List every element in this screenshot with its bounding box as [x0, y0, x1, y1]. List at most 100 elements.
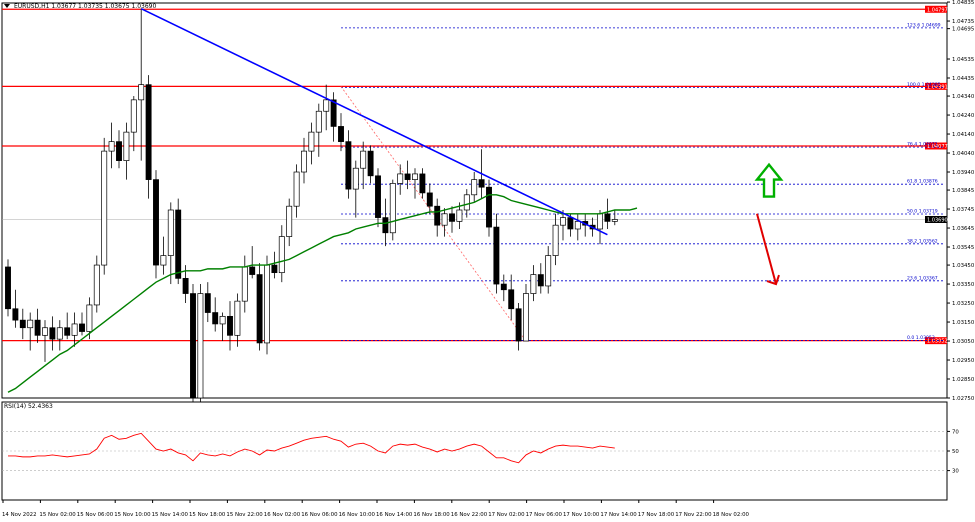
fibonacci-level-label: 0.0 1.03053 — [907, 335, 935, 341]
candle-body — [79, 323, 85, 332]
price-tick-label: 1.03545 — [952, 245, 974, 251]
candle-body — [145, 84, 152, 180]
current-price-label: 1.03690 — [927, 217, 948, 223]
time-tick-label: 15 Nov 02:00 — [39, 512, 76, 518]
candle-body — [64, 327, 71, 336]
candle — [471, 172, 478, 203]
moving-average-line — [7, 194, 638, 393]
candle-body — [537, 274, 544, 287]
candle — [486, 179, 492, 237]
candle — [338, 113, 344, 152]
candle-body — [219, 315, 226, 325]
fibonacci-level-label: 23.6 1.03367 — [907, 275, 938, 281]
candle-body — [256, 274, 263, 344]
candle-body — [204, 293, 211, 313]
candle-body — [212, 312, 219, 325]
level-price-tag — [925, 337, 947, 345]
candle-body — [264, 264, 270, 344]
time-tick-label: 16 Nov 18:00 — [413, 512, 450, 518]
candle-body — [182, 278, 189, 294]
candle — [204, 282, 211, 323]
candle — [64, 312, 71, 340]
candle-body — [175, 209, 182, 279]
candle — [382, 198, 389, 247]
candle — [419, 168, 426, 199]
candle-body — [241, 266, 248, 302]
candle-body — [463, 194, 470, 211]
level-price-tag — [925, 82, 947, 90]
candle-body — [574, 221, 581, 230]
price-tick-label: 1.03050 — [952, 339, 975, 345]
chevron-down-icon[interactable] — [4, 4, 10, 8]
candle-body — [367, 150, 374, 177]
candle — [175, 198, 182, 285]
candle-body — [412, 173, 418, 180]
candle — [493, 213, 500, 294]
price-tick-label: 1.04240 — [952, 113, 975, 119]
price-tick-label: 1.04340 — [952, 94, 975, 100]
candle — [123, 122, 130, 180]
time-tick-label: 16 Nov 02:00 — [264, 512, 301, 518]
candle — [167, 202, 174, 285]
time-tick-label: 17 Nov 10:00 — [563, 512, 600, 518]
current-price-tag — [925, 215, 947, 223]
time-tick-label: 15 Nov 10:00 — [114, 512, 151, 518]
candle — [323, 84, 330, 131]
symbol-header: EURUSD,H1 1.03677 1.03735 1.03675 1.0369… — [14, 3, 156, 10]
candle — [278, 225, 285, 283]
price-tick-label: 1.03940 — [952, 170, 975, 176]
candle-body — [93, 264, 100, 306]
level-price-tag — [925, 5, 947, 13]
candle-body — [345, 141, 352, 190]
candle — [19, 308, 26, 340]
candle-body — [545, 255, 552, 287]
rsi-tick-label: 70 — [952, 429, 959, 435]
candle — [345, 130, 352, 199]
up-arrow-icon — [754, 162, 784, 198]
rsi-line — [8, 432, 615, 464]
candle — [138, 8, 145, 161]
candle-body — [153, 179, 159, 266]
candle — [71, 312, 78, 347]
price-tick-label: 1.02750 — [952, 396, 975, 402]
candle — [434, 198, 441, 237]
candle-body — [197, 293, 204, 399]
candle-body — [116, 141, 122, 161]
candle-body — [560, 217, 566, 226]
candle-body — [34, 319, 41, 336]
candle-body — [500, 283, 507, 291]
down-arrow-head-icon — [766, 274, 780, 286]
candle-body — [42, 327, 48, 336]
time-tick-label: 17 Nov 06:00 — [526, 512, 563, 518]
candle-body — [397, 173, 404, 184]
candle-body — [478, 179, 485, 188]
candle — [56, 320, 63, 351]
overlays — [754, 162, 784, 286]
candle-body — [234, 300, 241, 336]
candle — [560, 209, 566, 241]
candle — [552, 213, 559, 266]
candle-body — [441, 213, 448, 226]
fibonacci-level-label: 123.6 1.04699 — [907, 22, 941, 28]
time-tick-label: 16 Nov 06:00 — [301, 512, 338, 518]
candle — [190, 284, 196, 408]
candle — [308, 122, 315, 165]
price-tick-label: 1.02850 — [952, 377, 975, 383]
trendline — [140, 7, 608, 236]
candle — [86, 297, 93, 340]
time-tick-label: 14 Nov 2022 — [2, 512, 37, 518]
candle-body — [108, 141, 115, 152]
price-tick-label: 1.03845 — [952, 188, 974, 194]
time-tick-label: 17 Nov 14:00 — [600, 512, 637, 518]
candle — [330, 92, 337, 142]
time-tick-label: 15 Nov 14:00 — [152, 512, 189, 518]
candle-body — [523, 293, 529, 342]
candle — [574, 213, 581, 241]
candle — [515, 303, 522, 351]
price-tick-label: 1.04435 — [952, 76, 974, 82]
time-tick-label: 16 Nov 14:00 — [376, 512, 413, 518]
candle-body — [352, 167, 359, 190]
candle-body — [49, 327, 56, 340]
